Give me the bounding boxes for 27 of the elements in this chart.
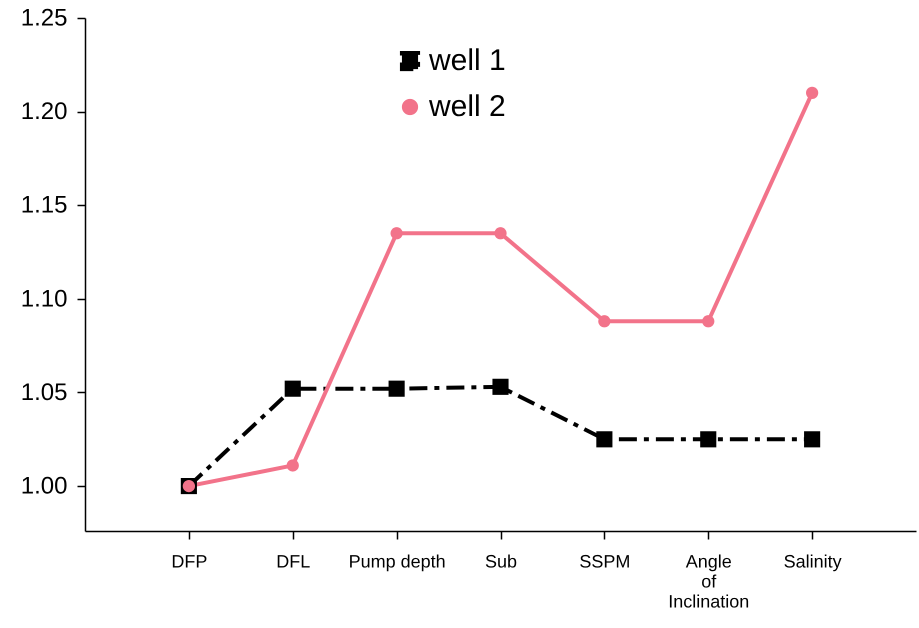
y-tick-label: 1.00 [20, 472, 68, 500]
point [804, 431, 820, 448]
x-tick-label: SSPM [579, 552, 630, 572]
x-tick-label: Sub [484, 552, 518, 572]
x-tick-label: DFP [171, 552, 208, 572]
legend-label: well 1 [428, 44, 506, 77]
point [596, 431, 612, 448]
y-tick-label: 1.25 [20, 4, 68, 32]
x-tick-label: DFL [276, 552, 310, 572]
point [390, 227, 403, 240]
y-tick-label: 1.15 [20, 192, 68, 219]
x-tick-label: Salinity [784, 552, 842, 572]
x-tick-label: Pump depth [348, 552, 446, 572]
point [388, 380, 405, 397]
point [702, 315, 714, 328]
point [806, 86, 818, 99]
point [492, 378, 509, 395]
y-tick-label: 1.20 [20, 98, 68, 126]
point [700, 431, 716, 448]
y-tick-label: 1.10 [20, 285, 68, 312]
legend-label: well 2 [428, 90, 506, 123]
x-tick-label: Angle of Inclination [668, 552, 750, 612]
point [286, 459, 299, 472]
y-tick-label: 1.05 [20, 378, 68, 406]
point [598, 315, 610, 328]
point [284, 380, 301, 397]
point [494, 227, 507, 240]
